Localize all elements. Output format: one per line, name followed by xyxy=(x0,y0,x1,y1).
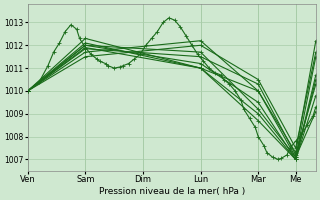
X-axis label: Pression niveau de la mer( hPa ): Pression niveau de la mer( hPa ) xyxy=(99,187,245,196)
